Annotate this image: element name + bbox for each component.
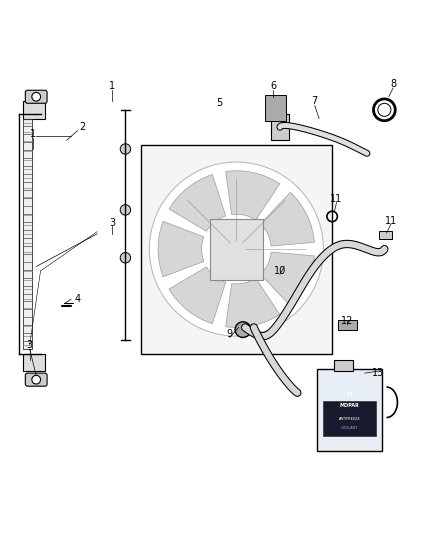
Text: 5: 5	[216, 98, 222, 108]
Text: 7: 7	[311, 96, 318, 106]
Text: 13: 13	[372, 368, 384, 378]
FancyBboxPatch shape	[210, 219, 262, 279]
Circle shape	[32, 375, 41, 384]
Text: 1: 1	[110, 81, 116, 91]
FancyBboxPatch shape	[265, 94, 286, 120]
FancyBboxPatch shape	[141, 144, 332, 353]
Text: 9: 9	[227, 329, 233, 339]
FancyBboxPatch shape	[317, 369, 382, 451]
Circle shape	[32, 92, 41, 101]
Text: 4: 4	[74, 294, 81, 304]
Text: 10: 10	[274, 266, 286, 276]
Text: 12: 12	[341, 316, 353, 326]
Text: 6: 6	[270, 81, 276, 91]
Text: MOPAR: MOPAR	[340, 403, 360, 408]
Wedge shape	[226, 278, 280, 327]
Text: ANTIFREEZE: ANTIFREEZE	[339, 417, 360, 421]
Circle shape	[149, 162, 323, 336]
Text: 8: 8	[390, 79, 396, 88]
Circle shape	[120, 144, 131, 154]
FancyBboxPatch shape	[334, 360, 353, 371]
Circle shape	[120, 205, 131, 215]
Text: 11: 11	[385, 216, 397, 226]
Wedge shape	[226, 171, 280, 220]
Wedge shape	[169, 267, 226, 324]
FancyBboxPatch shape	[323, 401, 376, 436]
FancyBboxPatch shape	[23, 353, 45, 371]
FancyBboxPatch shape	[25, 373, 47, 386]
Text: 1: 1	[30, 129, 36, 139]
Text: 11: 11	[330, 194, 343, 204]
Wedge shape	[261, 192, 314, 246]
FancyBboxPatch shape	[379, 231, 392, 239]
FancyBboxPatch shape	[23, 101, 45, 118]
FancyBboxPatch shape	[271, 114, 289, 140]
Wedge shape	[261, 252, 314, 306]
Circle shape	[235, 322, 251, 337]
Circle shape	[228, 240, 245, 258]
Wedge shape	[169, 174, 226, 231]
Text: 2: 2	[79, 122, 85, 132]
Wedge shape	[158, 221, 204, 277]
Text: 3: 3	[27, 340, 33, 350]
Circle shape	[120, 253, 131, 263]
Circle shape	[217, 230, 256, 269]
FancyBboxPatch shape	[25, 90, 47, 103]
Text: 3: 3	[110, 218, 116, 228]
Text: M: M	[347, 392, 352, 398]
FancyBboxPatch shape	[338, 320, 357, 330]
Text: COOLANT: COOLANT	[341, 425, 358, 430]
FancyBboxPatch shape	[23, 118, 32, 349]
